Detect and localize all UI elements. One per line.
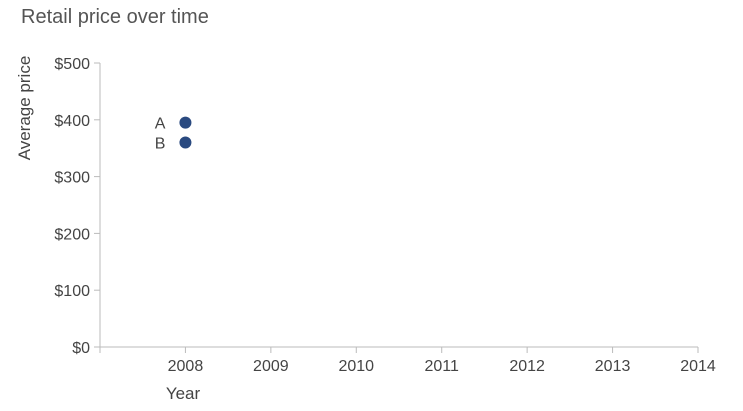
x-axis-title: Year	[166, 384, 201, 403]
x-tick-label: 2011	[425, 358, 460, 375]
y-tick-label: $400	[54, 113, 90, 130]
chart-title: Retail price over time	[21, 6, 209, 28]
x-tick-label: 2008	[168, 358, 204, 375]
y-tick-label: $300	[54, 170, 90, 187]
data-point-b	[179, 136, 192, 149]
point-label-b: B	[155, 136, 166, 153]
x-tick-label: 2009	[253, 358, 289, 375]
x-tick-label: 2013	[595, 358, 631, 375]
point-label-a: A	[155, 116, 166, 133]
y-tick-label: $200	[54, 226, 90, 243]
x-tick-label: 2014	[680, 358, 716, 375]
y-tick-label: $0	[72, 340, 90, 357]
data-point-a	[179, 116, 192, 129]
data-points: AB	[155, 116, 192, 153]
x-axis: 2008 2009 2010 2011 2012 2013 2014	[99, 346, 716, 375]
y-axis: $0 $100 $200 $300 $400 $500	[54, 56, 101, 357]
y-tick-label: $500	[54, 56, 90, 73]
x-tick-label: 2010	[338, 358, 374, 375]
y-axis-title: Average price	[15, 56, 34, 161]
y-tick-label: $100	[54, 283, 90, 300]
x-tick-label: 2012	[509, 358, 545, 375]
